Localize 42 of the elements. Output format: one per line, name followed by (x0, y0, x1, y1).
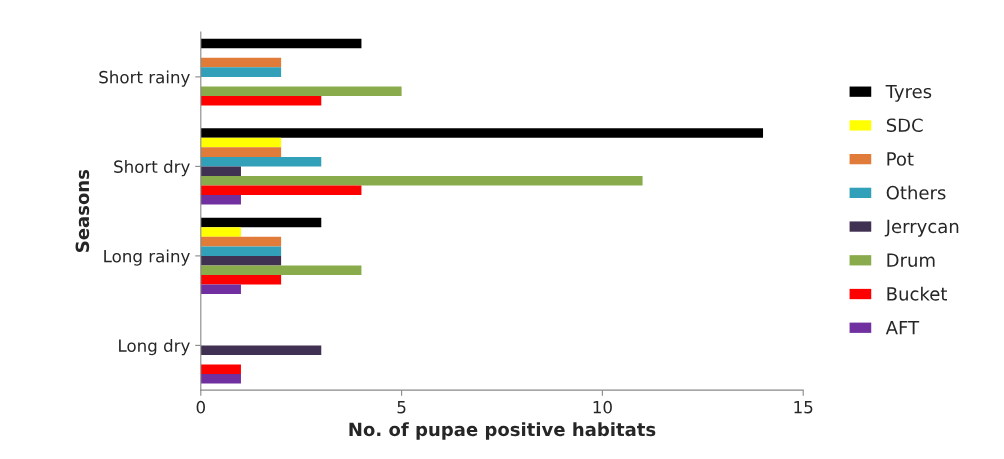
legend-label: Pot (887, 152, 914, 166)
x-axis-title: No. of pupae positive habitats (349, 422, 656, 440)
bar (200, 194, 241, 205)
bar (200, 246, 282, 256)
bar (200, 217, 322, 228)
bar (200, 227, 241, 237)
bar (200, 86, 402, 96)
x-tick-label: 0 (196, 400, 205, 414)
bar (200, 274, 282, 285)
bar (200, 137, 282, 148)
bar (200, 128, 764, 138)
y-tick-label: Long dry (119, 339, 190, 356)
y-tick-label: Short dry (114, 160, 190, 177)
bar (200, 67, 282, 77)
bar (200, 373, 241, 384)
bar (200, 345, 322, 355)
bar (200, 95, 322, 106)
legend-label: Tyres (885, 84, 932, 102)
y-tick-label: Short rainy (99, 70, 190, 87)
bar (200, 364, 241, 374)
bar (200, 38, 362, 49)
bar (200, 265, 362, 275)
bar (200, 175, 643, 186)
x-tick-label: 10 (593, 400, 612, 414)
bar (200, 147, 282, 157)
bar (200, 156, 322, 167)
bar (200, 236, 282, 247)
legend-label: Others (886, 185, 946, 200)
x-tick-label: 5 (397, 401, 406, 414)
y-tick-label: Long rainy (104, 249, 190, 266)
x-tick-label: 15 (794, 401, 813, 414)
legend-label: Bucket (887, 286, 947, 301)
bar (200, 255, 282, 266)
bar (200, 166, 241, 176)
legend-label: Drum (887, 253, 935, 267)
legend-label: AFT (885, 320, 920, 335)
bar (200, 284, 241, 294)
bar (200, 57, 282, 68)
legend-label: SDC (886, 118, 923, 133)
y-axis-title: Seasons (75, 169, 90, 252)
legend-label: Jerrycan (884, 219, 959, 237)
bar (200, 185, 362, 195)
